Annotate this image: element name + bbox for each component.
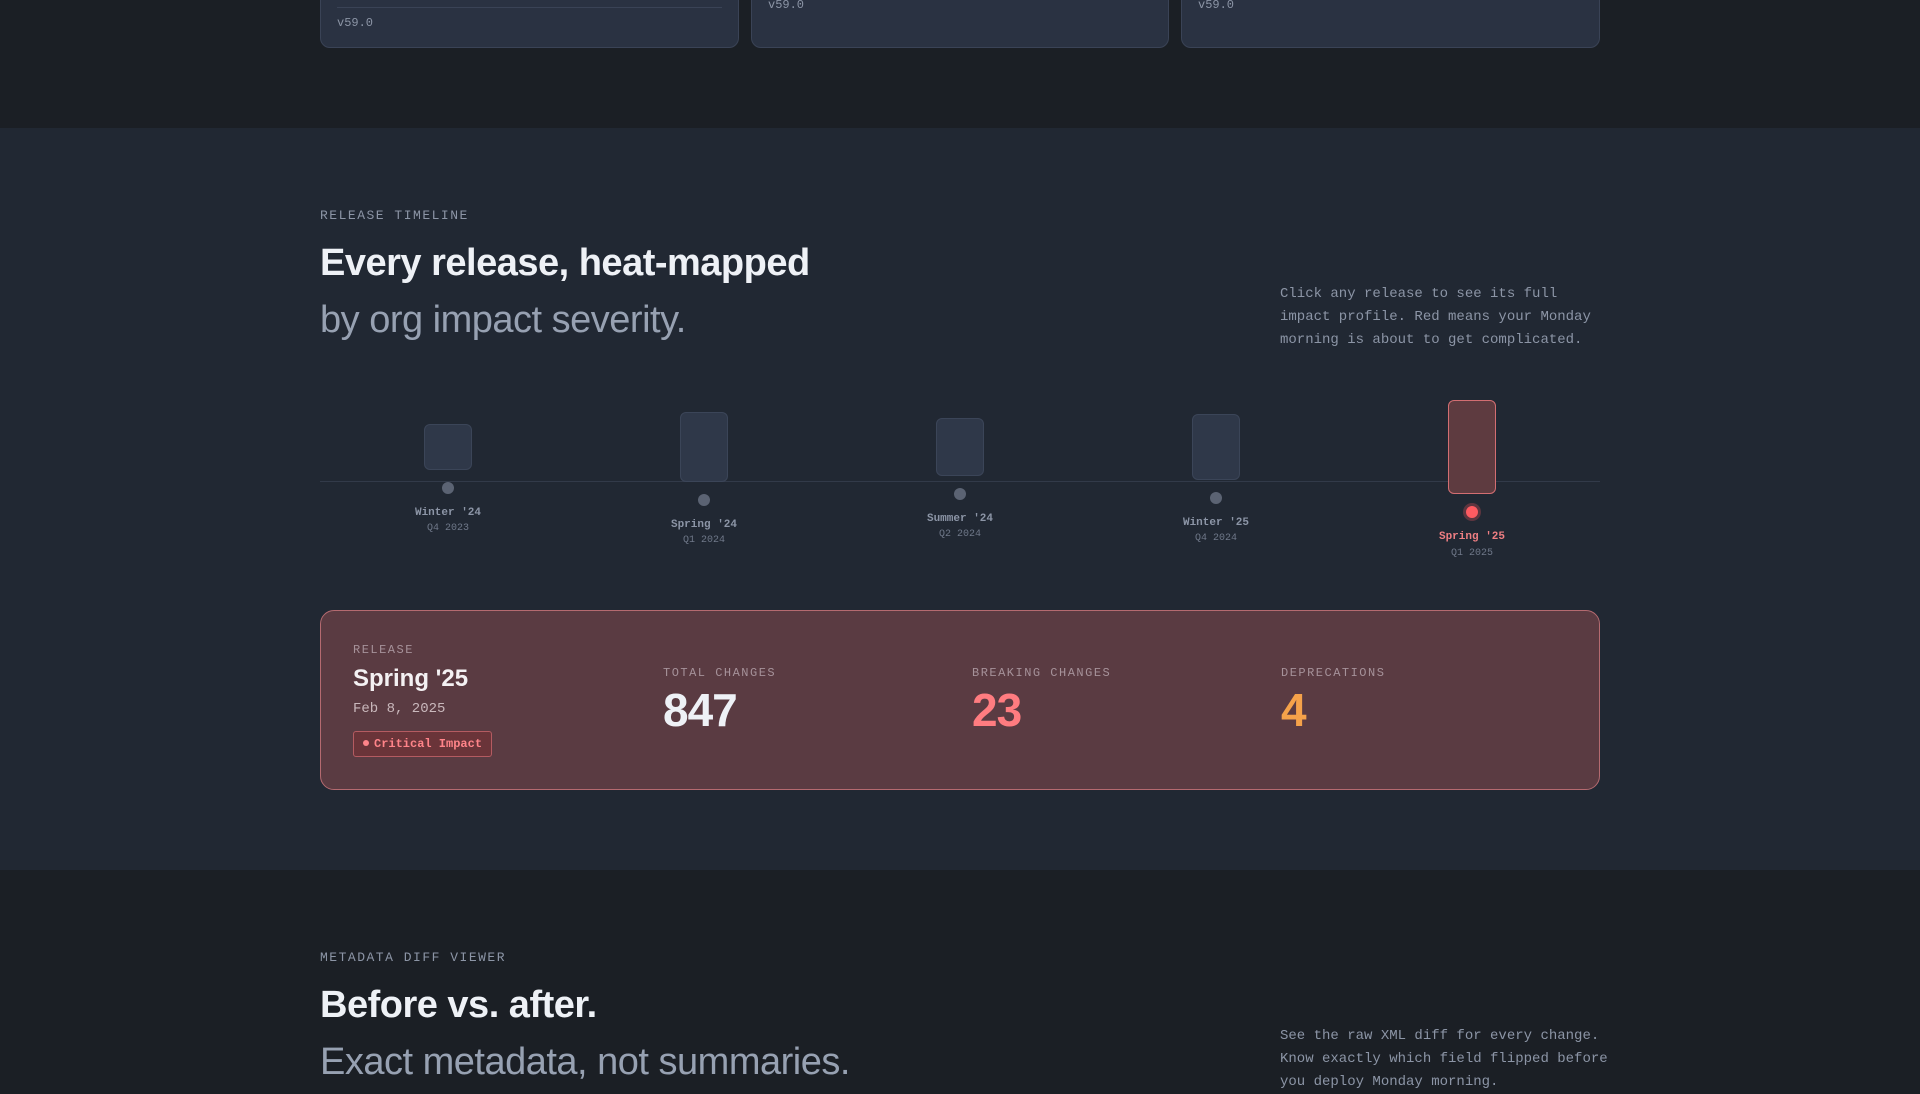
impact-bar xyxy=(680,412,728,482)
impact-bar xyxy=(936,418,984,476)
timeline-axis xyxy=(320,481,1600,482)
breaking-changes-value: 23 xyxy=(972,684,1022,736)
release-dot xyxy=(1210,492,1222,504)
stat-label: BREAKING CHANGES xyxy=(972,666,1112,680)
release-label: RELEASE xyxy=(353,643,414,657)
version-card[interactable]: v59.0 xyxy=(320,0,739,48)
deprecations-value: 4 xyxy=(1281,684,1307,736)
release-quarter: Q4 2023 xyxy=(426,523,469,534)
release-detail-card: RELEASE Spring '25 Feb 8, 2025 Critical … xyxy=(320,610,1600,790)
release-name: Winter '25 xyxy=(1182,517,1249,529)
release-name: Summer '24 xyxy=(926,513,993,525)
section-note: See the raw XML diff for every change. K… xyxy=(1280,1028,1608,1090)
impact-bar xyxy=(424,424,472,470)
version-label: v59.0 xyxy=(768,0,805,12)
version-label: v59.0 xyxy=(1198,0,1235,12)
release-quarter: Q1 2024 xyxy=(682,535,725,546)
total-changes-value: 847 xyxy=(663,684,738,736)
release-name: Spring '25 xyxy=(1438,531,1505,543)
version-card[interactable]: v59.0 xyxy=(751,0,1169,48)
metadata-diff-section: METADATA DIFF VIEWER Before vs. after. E… xyxy=(0,870,1920,1090)
impact-bar xyxy=(1448,400,1496,494)
section-note: Click any release to see its full impact… xyxy=(1280,286,1591,348)
stat-label: TOTAL CHANGES xyxy=(663,666,777,680)
section-subtitle: Exact metadata, not summaries. xyxy=(320,1041,850,1083)
stat-label: DEPRECATIONS xyxy=(1281,666,1386,680)
impact-badge-label: Critical Impact xyxy=(374,737,483,751)
impact-bar xyxy=(1192,414,1240,480)
release-dot xyxy=(442,482,454,494)
card-divider xyxy=(337,7,722,8)
impact-badge: Critical Impact xyxy=(353,731,493,757)
section-title: Before vs. after. xyxy=(320,984,597,1026)
version-label: v59.0 xyxy=(337,16,374,30)
release-name: Spring '24 xyxy=(670,519,737,531)
section-eyebrow: METADATA DIFF VIEWER xyxy=(320,950,507,965)
release-quarter: Q4 2024 xyxy=(1194,533,1237,544)
release-date: Feb 8, 2025 xyxy=(353,701,446,717)
release-name: Winter '24 xyxy=(414,507,481,519)
release-dot xyxy=(698,494,710,506)
release-quarter: Q1 2025 xyxy=(1450,548,1493,559)
section-subtitle: by org impact severity. xyxy=(320,299,686,341)
top-card-strip: v59.0 v59.0 v59.0 xyxy=(0,0,1920,128)
section-title: Every release, heat-mapped xyxy=(320,242,810,284)
critical-dot-icon xyxy=(363,739,369,746)
release-title: Spring '25 xyxy=(353,665,469,692)
version-card[interactable]: v59.0 xyxy=(1181,0,1600,48)
release-quarter: Q2 2024 xyxy=(938,529,981,540)
release-dot xyxy=(954,488,966,500)
section-eyebrow: RELEASE TIMELINE xyxy=(320,208,469,223)
release-dot xyxy=(1466,506,1478,518)
